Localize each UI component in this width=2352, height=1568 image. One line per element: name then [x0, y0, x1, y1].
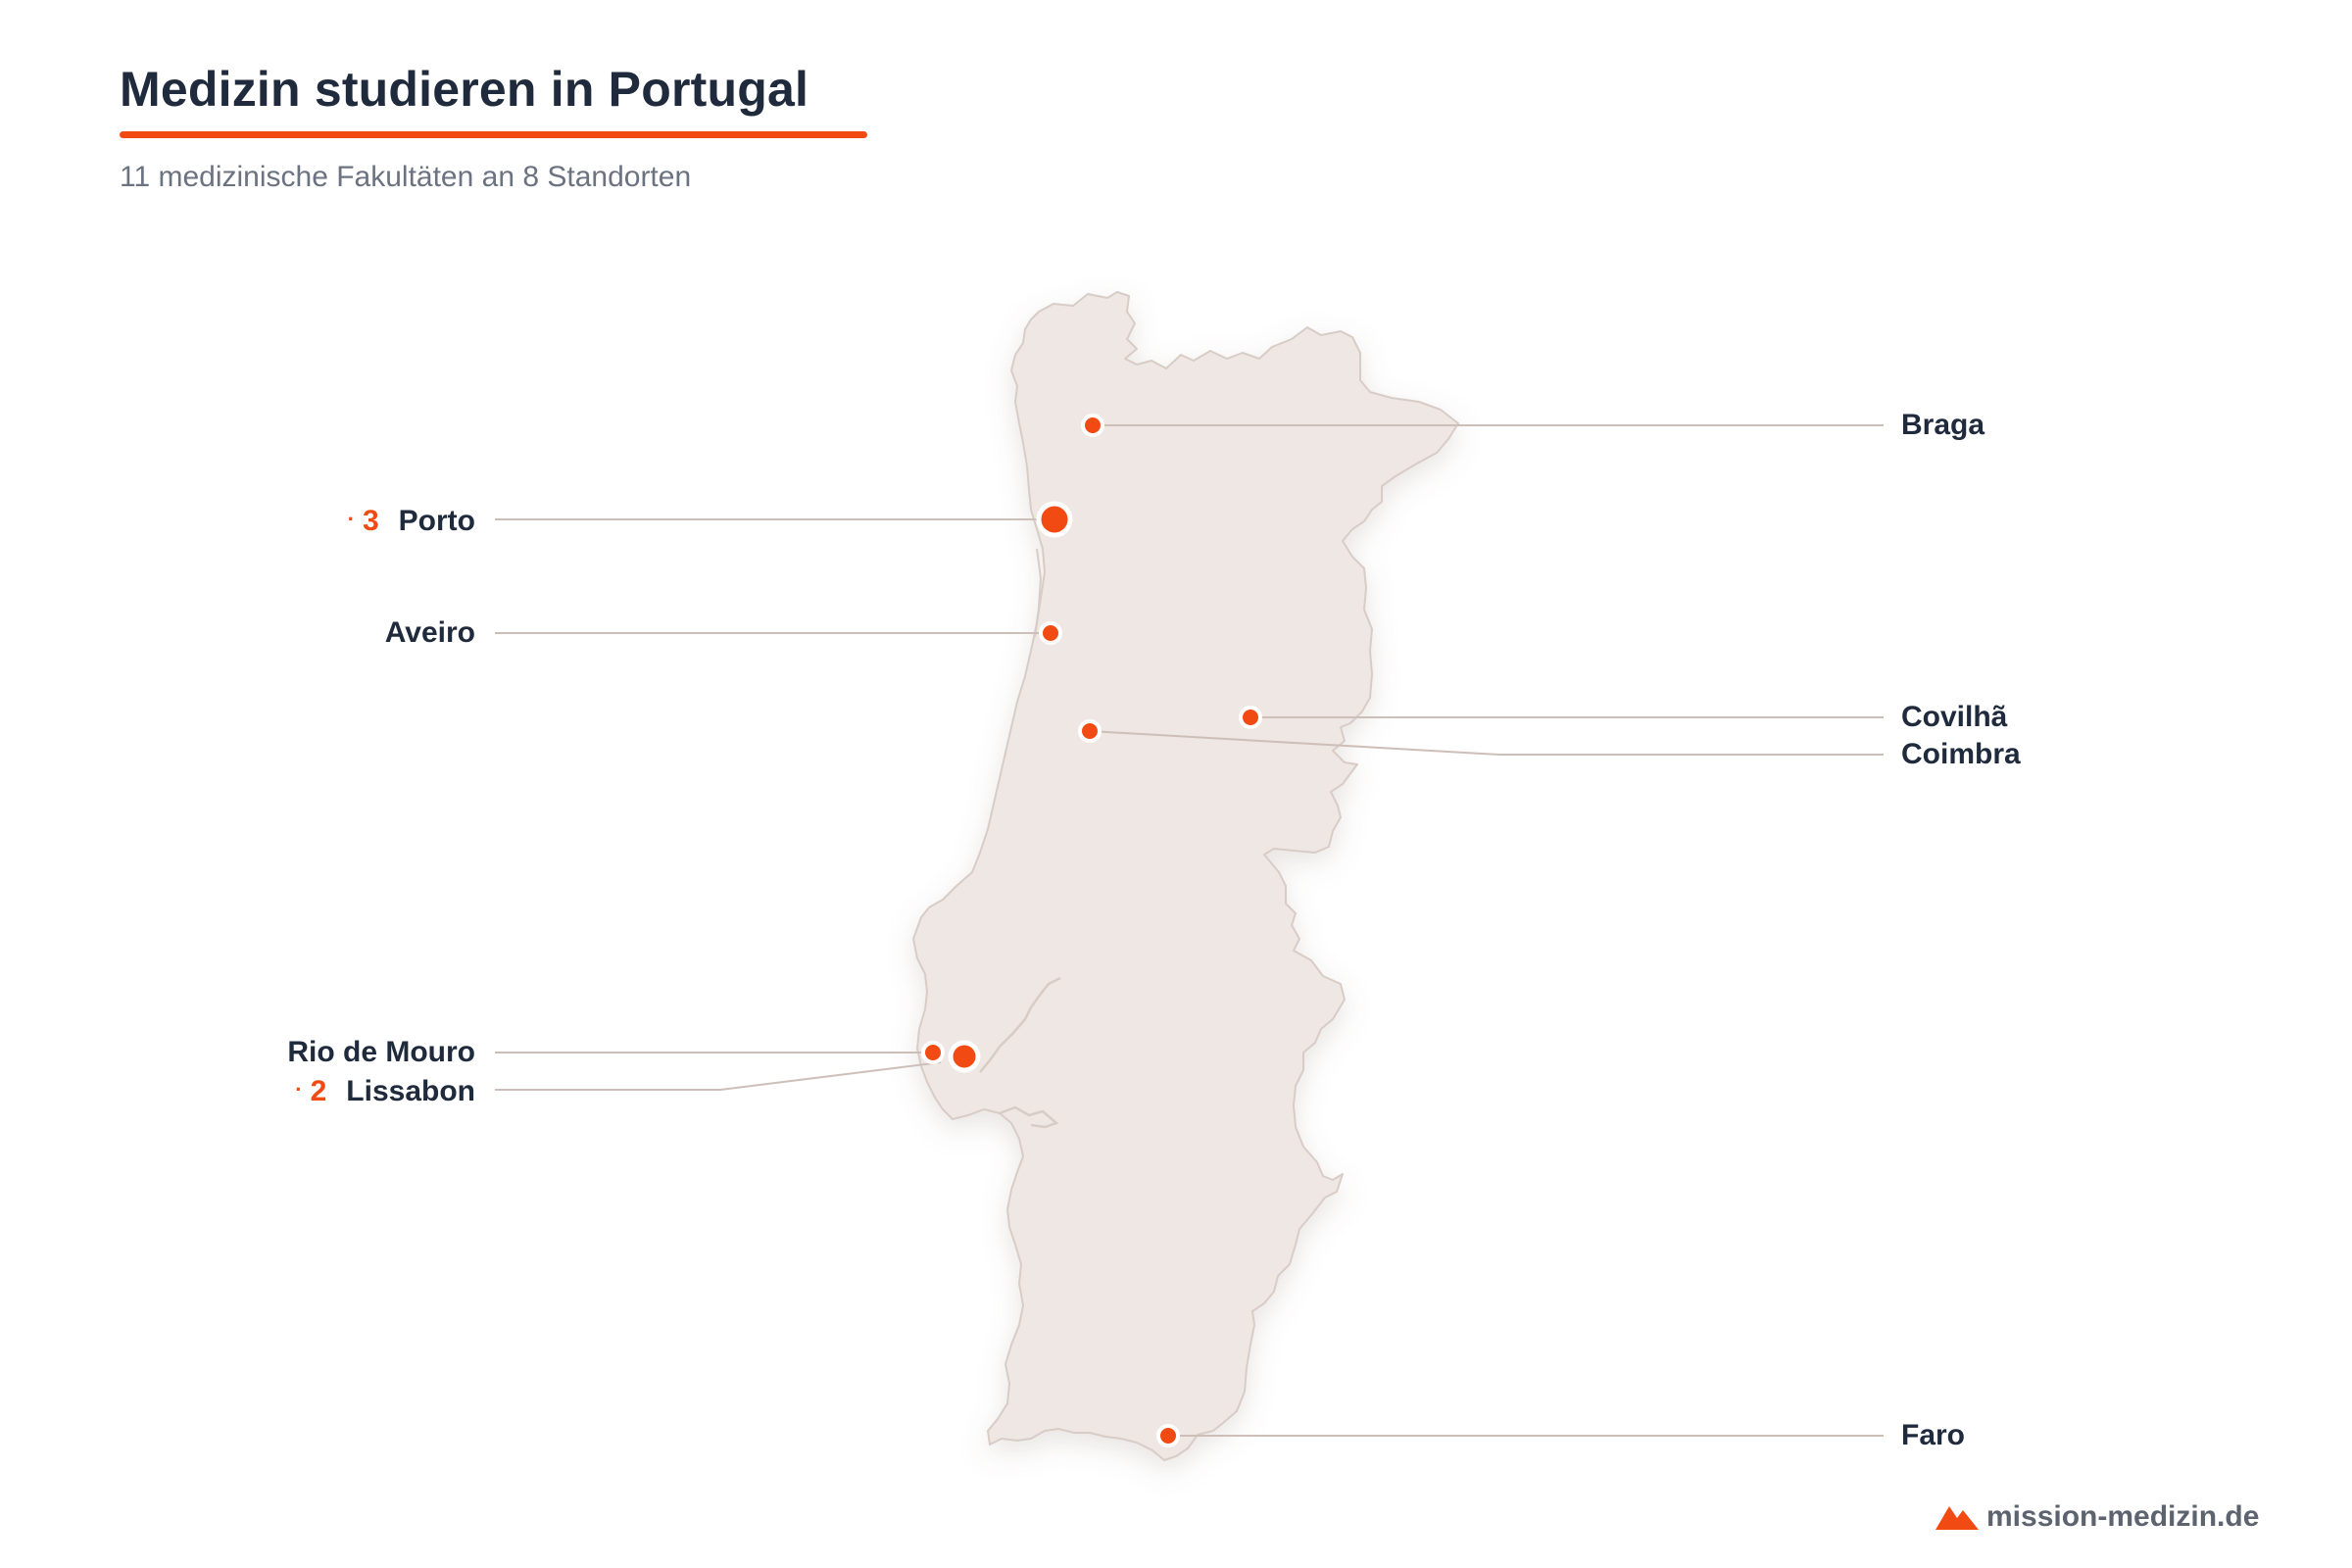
marker-porto	[1036, 501, 1073, 538]
count-bullet: ·	[295, 1077, 303, 1102]
marker-braga	[1081, 414, 1104, 437]
tagus-estuary	[979, 976, 1061, 1073]
label-faro: Faro	[1901, 1418, 1965, 1453]
label-porto: · 3 Porto	[348, 502, 475, 539]
title-underline	[120, 131, 867, 138]
faculty-count-badge: · 2	[295, 1075, 326, 1107]
label-braga: Braga	[1901, 408, 1984, 443]
label-coimbra: Coimbra	[1901, 737, 2021, 772]
leader-line-lissabon	[495, 1061, 942, 1091]
label-covilha: Covilhã	[1901, 700, 2007, 735]
setubal-bay	[999, 1105, 1059, 1129]
marker-aveiro	[1039, 621, 1062, 645]
city-name: Rio de Mouro	[287, 1036, 475, 1068]
faculty-count: 3	[362, 505, 379, 537]
marker-coimbra	[1078, 719, 1102, 743]
label-lissabon: · 2 Lissabon	[295, 1072, 475, 1109]
city-name: Braga	[1901, 409, 1985, 441]
faculty-count: 2	[310, 1075, 327, 1107]
city-name: Coimbra	[1901, 738, 2021, 770]
marker-covilha	[1239, 706, 1262, 729]
leader-lines	[495, 424, 1884, 1437]
marker-faro	[1156, 1424, 1180, 1447]
aveiro-lagoon	[1034, 548, 1043, 638]
city-name: Porto	[398, 505, 475, 537]
marker-rio-de-mouro	[921, 1041, 945, 1064]
label-aveiro: Aveiro	[385, 615, 475, 651]
portugal-land	[912, 291, 1459, 1461]
count-bullet: ·	[347, 507, 355, 531]
city-name: Lissabon	[346, 1075, 475, 1107]
page-subtitle: 11 medizinische Fakultäten an 8 Standort…	[120, 161, 692, 193]
city-name: Aveiro	[384, 616, 475, 649]
marker-lissabon	[948, 1040, 981, 1073]
city-name: Covilhã	[1901, 701, 2008, 733]
leader-line-coimbra	[1089, 730, 1884, 756]
faculty-count-badge: · 3	[348, 505, 379, 537]
brand-name: mission-medizin.de	[1986, 1500, 2260, 1533]
brand[interactable]: mission-medizin.de	[1936, 1497, 2259, 1537]
city-name: Faro	[1901, 1419, 1966, 1451]
city-markers	[921, 414, 1262, 1447]
mountain-logo-icon	[1936, 1506, 1979, 1530]
label-rio-de-mouro: Rio de Mouro	[287, 1035, 475, 1070]
page-title: Medizin studieren in Portugal	[120, 62, 809, 117]
